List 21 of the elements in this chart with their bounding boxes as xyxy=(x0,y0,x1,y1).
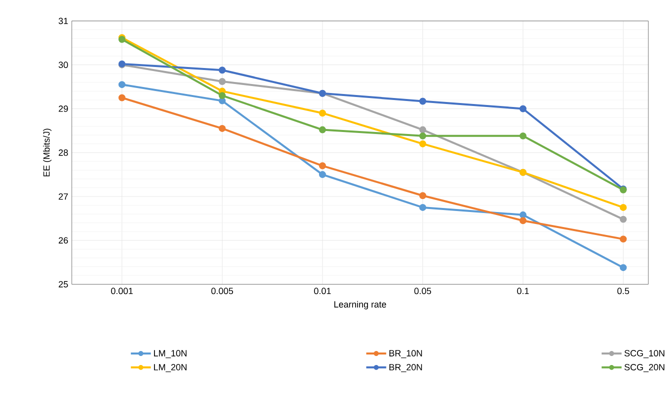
y-tick-label: 29 xyxy=(58,106,68,112)
legend-label: SCG_20N xyxy=(624,364,664,372)
y-tick-label: 31 xyxy=(58,18,68,24)
legend-label: BR_20N xyxy=(389,364,422,372)
legend-label: BR_10N xyxy=(389,350,422,358)
y-tick-label: 26 xyxy=(58,237,68,244)
y-tick-label: 25 xyxy=(58,281,68,288)
legend-label: SCG_10N xyxy=(624,350,664,358)
x-tick-label: 0.1 xyxy=(517,288,529,294)
legend-label: LM_20N xyxy=(154,364,187,372)
x-tick-label: 0.001 xyxy=(111,288,133,294)
y-tick-label: 28 xyxy=(58,149,68,156)
x-tick-label: 0.05 xyxy=(414,288,432,294)
y-axis-title: EE (Mbits/J) xyxy=(43,128,52,176)
y-tick-label: 30 xyxy=(58,62,68,68)
x-tick-label: 0.5 xyxy=(617,288,630,294)
x-axis-title: Learning rate xyxy=(334,301,386,310)
x-tick-label: 0.01 xyxy=(314,288,331,294)
legend-label: LM_10N xyxy=(154,350,187,358)
x-tick-label: 0.005 xyxy=(211,288,234,294)
y-tick-label: 27 xyxy=(58,193,68,200)
